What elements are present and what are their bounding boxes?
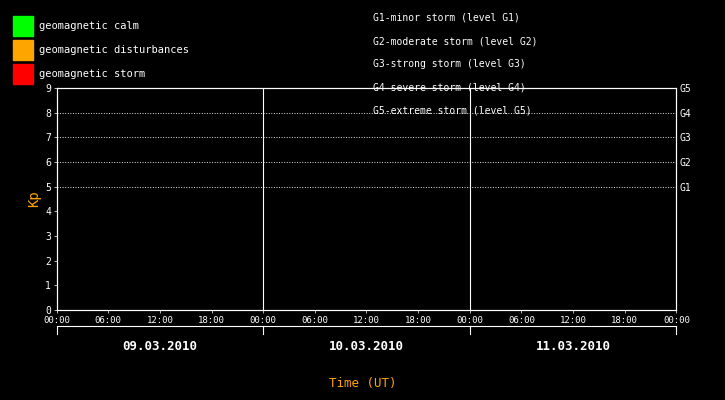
Text: 09.03.2010: 09.03.2010 <box>123 340 197 352</box>
Text: G1-minor storm (level G1): G1-minor storm (level G1) <box>373 13 521 23</box>
Text: Time (UT): Time (UT) <box>328 377 397 390</box>
Text: 10.03.2010: 10.03.2010 <box>329 340 404 352</box>
Text: G4-severe storm (level G4): G4-severe storm (level G4) <box>373 82 526 92</box>
Y-axis label: Kp: Kp <box>27 191 41 207</box>
Text: geomagnetic disturbances: geomagnetic disturbances <box>39 45 189 55</box>
Text: G5-extreme storm (level G5): G5-extreme storm (level G5) <box>373 106 532 116</box>
Text: G2-moderate storm (level G2): G2-moderate storm (level G2) <box>373 36 538 46</box>
Text: G3-strong storm (level G3): G3-strong storm (level G3) <box>373 59 526 69</box>
Text: 11.03.2010: 11.03.2010 <box>536 340 610 352</box>
Text: geomagnetic calm: geomagnetic calm <box>39 21 139 31</box>
Text: geomagnetic storm: geomagnetic storm <box>39 69 146 79</box>
